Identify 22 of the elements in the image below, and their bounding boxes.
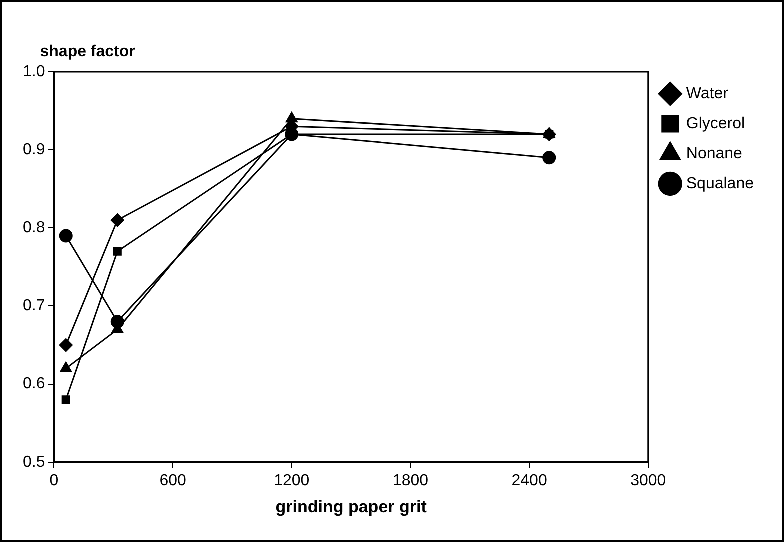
x-tick-label: 0 bbox=[50, 472, 59, 490]
legend-label: Nonane bbox=[686, 145, 743, 162]
y-axis-title: shape factor bbox=[40, 43, 136, 60]
x-tick-label: 3000 bbox=[630, 472, 666, 490]
legend-label: Glycerol bbox=[686, 115, 746, 132]
point bbox=[59, 338, 73, 352]
y-tick-label: 0.8 bbox=[22, 220, 46, 237]
legend-label: Squalane bbox=[686, 175, 754, 192]
x-tick-label: 1200 bbox=[274, 472, 310, 490]
x-axis-title: grinding paper grit bbox=[276, 497, 428, 516]
x-tick-label: 600 bbox=[160, 472, 187, 490]
x-tick-label: 1800 bbox=[392, 472, 429, 490]
x-tick-label: 2400 bbox=[512, 472, 548, 490]
point bbox=[59, 229, 73, 243]
y-tick-label: 0.7 bbox=[22, 298, 46, 315]
y-tick-label: 0.5 bbox=[22, 454, 46, 471]
legend-label: Water bbox=[686, 85, 730, 102]
y-tick-label: 1.0 bbox=[22, 63, 46, 80]
y-tick-label: 0.9 bbox=[22, 141, 46, 158]
y-tick-label: 0.6 bbox=[22, 376, 46, 393]
point bbox=[110, 214, 124, 228]
point bbox=[542, 151, 556, 165]
